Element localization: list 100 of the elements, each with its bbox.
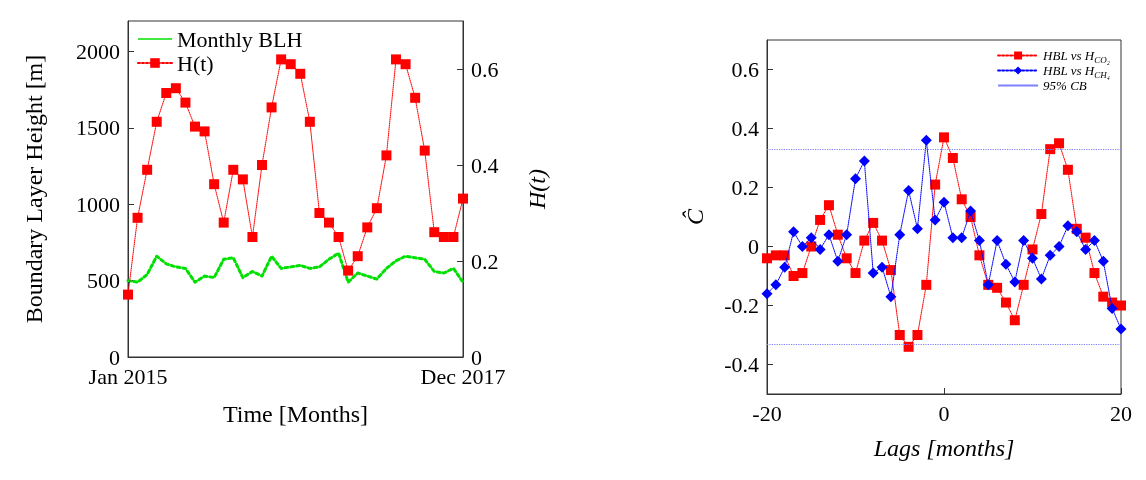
x-tick-label: -20 — [752, 400, 782, 426]
point — [929, 214, 941, 226]
y-tick-label: 0.2 — [731, 175, 759, 200]
point — [419, 145, 430, 156]
x-tick-label: 0 — [938, 400, 950, 426]
point — [1088, 235, 1100, 247]
y2-tick-label: 0.4 — [471, 152, 499, 178]
y-tick-label: 0 — [109, 344, 120, 370]
point — [228, 164, 239, 175]
y2-tick-label: 0.2 — [471, 248, 499, 274]
point — [850, 268, 861, 279]
point — [832, 229, 843, 240]
point — [815, 214, 826, 225]
point — [956, 194, 967, 205]
point — [1018, 279, 1029, 290]
legend-label: Monthly BLH — [177, 26, 303, 52]
point — [132, 212, 143, 223]
y-tick-label: 0.4 — [731, 116, 759, 141]
point — [885, 291, 897, 303]
y-tick-label: 1500 — [76, 115, 120, 141]
point — [142, 164, 153, 175]
point — [257, 160, 267, 170]
y2-axis-title: H(t) — [524, 169, 550, 210]
point — [903, 184, 915, 196]
point — [770, 250, 781, 261]
point — [371, 203, 382, 214]
point — [1053, 241, 1065, 252]
point — [123, 289, 133, 300]
point — [324, 217, 334, 228]
x-tick-label: 20 — [1110, 400, 1132, 426]
point — [823, 229, 835, 241]
y2-tick-label: 0.6 — [471, 56, 499, 82]
point — [796, 241, 808, 252]
point — [1027, 244, 1038, 255]
point — [939, 132, 949, 143]
point — [1035, 273, 1047, 285]
point — [247, 232, 258, 242]
point — [151, 116, 162, 127]
point — [762, 253, 772, 264]
point — [912, 330, 923, 340]
point — [1080, 243, 1092, 255]
point — [170, 83, 181, 94]
point — [391, 54, 401, 65]
point — [894, 330, 905, 340]
point — [806, 241, 817, 252]
point — [867, 267, 879, 279]
line-series — [126, 251, 465, 284]
point — [190, 121, 200, 132]
point — [920, 134, 932, 146]
point — [911, 223, 923, 235]
point — [859, 235, 870, 246]
point — [1009, 276, 1021, 288]
y-tick-label: 0 — [748, 234, 759, 259]
point — [1089, 268, 1100, 279]
point — [1045, 144, 1056, 155]
point — [770, 279, 782, 291]
y2-tick-label: 0 — [471, 344, 482, 370]
point — [921, 279, 932, 290]
point — [285, 59, 296, 70]
point — [1080, 232, 1091, 243]
point — [779, 261, 791, 273]
y-tick-label: 2000 — [76, 39, 120, 65]
point — [797, 268, 808, 279]
y-tick-label: 1000 — [76, 191, 120, 217]
point — [1098, 291, 1109, 302]
point — [938, 196, 950, 208]
point — [788, 226, 800, 238]
y-tick-label: 0.6 — [731, 57, 759, 82]
point — [1054, 138, 1065, 149]
point — [333, 232, 344, 242]
point — [1062, 164, 1073, 175]
point — [314, 208, 325, 218]
point — [362, 222, 373, 233]
point — [381, 150, 392, 161]
point — [400, 59, 411, 70]
point — [1097, 255, 1109, 267]
point — [352, 251, 363, 262]
point — [823, 200, 834, 211]
point — [276, 54, 287, 65]
point — [304, 116, 315, 127]
point — [458, 193, 468, 204]
point — [1115, 323, 1127, 335]
point — [805, 232, 817, 244]
point — [832, 255, 844, 267]
y-tick-label: 500 — [87, 268, 120, 294]
point — [1116, 300, 1126, 311]
point — [841, 229, 853, 241]
point — [209, 179, 220, 190]
point — [992, 282, 1003, 293]
point — [1036, 209, 1047, 220]
point — [956, 232, 968, 244]
point — [410, 92, 421, 103]
y-axis-title: Ĉ — [682, 208, 708, 226]
point — [1000, 258, 1012, 270]
point — [295, 68, 306, 79]
point — [858, 155, 870, 167]
point — [218, 217, 229, 228]
point — [894, 229, 906, 241]
point — [903, 341, 914, 352]
point — [973, 235, 985, 247]
